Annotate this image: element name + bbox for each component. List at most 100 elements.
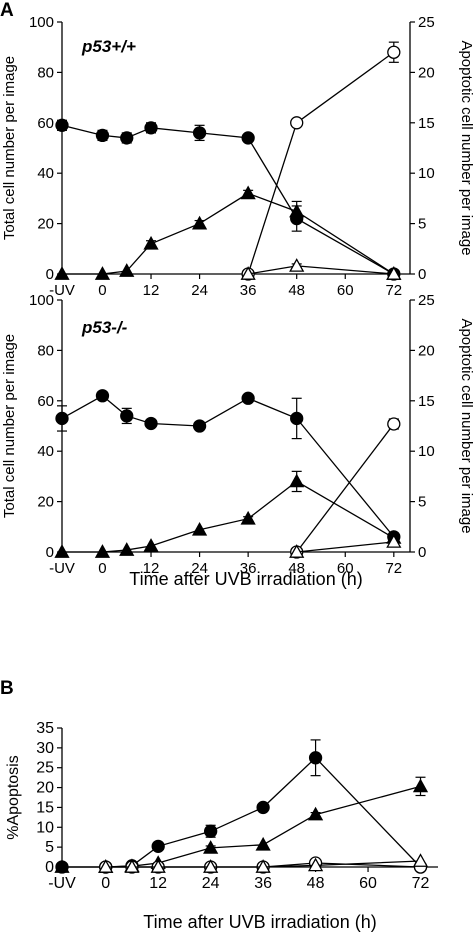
series-line: [247, 51, 395, 275]
marker-open-triangle: [289, 544, 305, 558]
marker-filled-triangle: [191, 521, 208, 536]
marker-filled-triangle: [240, 185, 256, 200]
y2-tick-label: 15: [418, 115, 435, 132]
series-line: [62, 192, 395, 275]
marker-filled-triangle: [143, 235, 159, 250]
y-axis-label: Total cell number per image: [1, 334, 18, 518]
marker-filled-circle: [241, 131, 255, 145]
x-tick-label: 72: [385, 560, 402, 577]
y-tick-label: 20: [36, 780, 54, 797]
x-tick-label: 0: [101, 875, 110, 892]
marker-open-triangle: [289, 258, 305, 272]
x-tick-label: 24: [202, 875, 220, 892]
marker-filled-circle: [144, 416, 158, 431]
marker-filled-triangle: [54, 859, 70, 873]
y2-tick-label: 20: [418, 342, 435, 359]
x-axis-label: Time after UVB irradiation (h): [143, 912, 376, 932]
marker-filled-triangle: [255, 836, 271, 851]
y2-tick-label: 10: [418, 165, 435, 182]
marker-filled-triangle: [289, 203, 305, 218]
y2-axis-label: Apoptotic cell number per image: [458, 40, 474, 255]
y-tick-label: 20: [37, 216, 54, 233]
marker-open-triangle: [307, 857, 324, 872]
x-tick-label: -UV: [49, 282, 75, 299]
panel-title: p53+/+: [81, 37, 136, 56]
marker-filled-circle: [144, 121, 158, 135]
marker-open-triangle: [150, 859, 166, 873]
y2-tick-label: 0: [418, 266, 426, 283]
y-tick-label: 0: [45, 859, 54, 876]
y-tick-label: 5: [45, 839, 54, 856]
y2-tick-label: 0: [418, 544, 426, 561]
marker-filled-circle: [308, 751, 323, 765]
panel-a-label: A: [0, 0, 14, 21]
marker-filled-triangle: [307, 806, 324, 821]
y-tick-label: 35: [36, 720, 54, 737]
marker-filled-triangle: [94, 544, 111, 558]
marker-filled-triangle: [240, 510, 256, 525]
y2-tick-label: 25: [418, 14, 435, 31]
x-axis-label: Time after UVB irradiation (h): [129, 569, 362, 589]
marker-filled-triangle: [289, 473, 305, 488]
marker-filled-triangle: [191, 215, 208, 230]
y-tick-label: 0: [46, 266, 54, 283]
x-tick-label: 12: [149, 875, 167, 892]
marker-filled-circle: [204, 824, 218, 838]
y2-tick-label: 10: [418, 443, 435, 460]
y-tick-label: 20: [37, 494, 54, 511]
series-line: [62, 480, 395, 553]
x-tick-label: 72: [412, 875, 430, 892]
marker-open-triangle: [386, 266, 402, 280]
x-tick-label: 0: [98, 560, 106, 577]
x-tick-label: 36: [240, 560, 257, 577]
y2-tick-label: 15: [418, 393, 435, 410]
y-tick-label: 30: [36, 740, 54, 757]
marker-open-circle: [387, 45, 401, 59]
marker-filled-circle: [95, 389, 110, 403]
y-tick-label: 100: [29, 14, 54, 31]
series-line: [62, 785, 421, 868]
y-tick-label: 15: [36, 799, 54, 816]
panel-title: p53-/-: [81, 318, 128, 337]
marker-filled-circle: [151, 839, 165, 853]
marker-filled-triangle: [119, 542, 135, 556]
series-line: [62, 756, 421, 868]
x-tick-label: 36: [254, 875, 272, 892]
series-line: [61, 395, 395, 538]
x-tick-label: 0: [98, 282, 106, 299]
marker-filled-circle: [192, 126, 207, 140]
x-tick-label: 48: [288, 282, 305, 299]
marker-filled-circle: [55, 411, 69, 426]
y-tick-label: 80: [37, 342, 54, 359]
y-tick-label: 0: [46, 544, 54, 561]
marker-filled-triangle: [94, 266, 111, 280]
x-tick-label: 12: [143, 282, 160, 299]
y2-tick-label: 20: [418, 64, 435, 81]
series-line: [247, 265, 394, 275]
x-tick-label: -UV: [48, 875, 76, 892]
y2-axis-label: Apoptotic cell number per image: [458, 318, 474, 533]
y2-tick-label: 5: [418, 216, 426, 233]
marker-filled-circle: [290, 411, 304, 426]
marker-filled-triangle: [203, 840, 219, 854]
marker-open-triangle: [203, 859, 219, 873]
series-line: [61, 124, 395, 275]
marker-filled-circle: [241, 391, 255, 405]
marker-filled-circle: [55, 118, 69, 132]
marker-open-triangle: [98, 859, 114, 873]
x-tick-label: 24: [191, 560, 208, 577]
x-tick-label: 60: [337, 560, 354, 577]
y-tick-label: 40: [37, 443, 54, 460]
marker-open-circle: [387, 417, 401, 431]
marker-filled-circle: [120, 131, 134, 145]
y-axis-label: Total cell number per image: [1, 56, 18, 240]
marker-open-triangle: [240, 266, 256, 280]
marker-filled-triangle: [119, 263, 135, 277]
marker-open-triangle: [412, 853, 429, 867]
x-tick-label: 12: [143, 560, 160, 577]
y-tick-label: 10: [36, 819, 54, 836]
x-tick-label: 48: [288, 560, 305, 577]
marker-open-triangle: [124, 859, 140, 873]
y-tick-label: 60: [37, 393, 54, 410]
